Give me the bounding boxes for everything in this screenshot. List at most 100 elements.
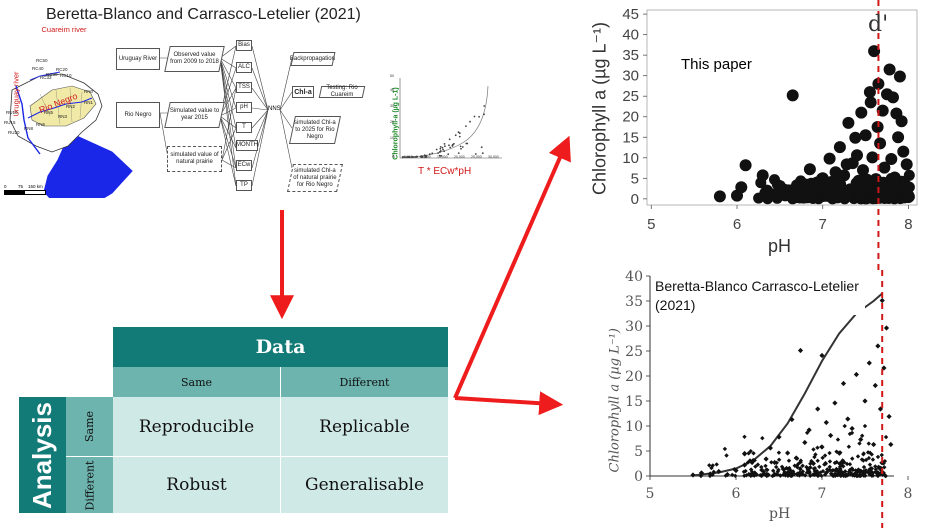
mini-point: [481, 152, 484, 155]
rionegro-basin: [29, 85, 97, 127]
station-label: RN8: [24, 126, 34, 131]
data-point: [885, 153, 898, 165]
data-point: [863, 86, 876, 99]
data-point: [842, 423, 847, 429]
data-point: [864, 96, 877, 109]
data-point: [849, 425, 855, 432]
data-point: [835, 437, 841, 442]
mini-ytick: 40: [390, 88, 394, 92]
data-point: [862, 469, 867, 474]
data-point: [759, 467, 765, 473]
data-point: [760, 435, 765, 441]
chla-box: Chl-a: [292, 86, 314, 98]
y-tick-label: 10: [625, 419, 643, 435]
data-point: [888, 441, 894, 448]
data-point: [892, 131, 905, 144]
data-point: [850, 456, 855, 461]
data-point: [776, 467, 781, 473]
source-title: Beretta-Blanco and Carrasco-Letelier (20…: [46, 6, 361, 23]
y-tick-label: 25: [622, 88, 639, 105]
cell-robust: Robust: [113, 457, 281, 513]
mini-point: [424, 156, 426, 158]
data-point: [895, 115, 908, 128]
data-point: [855, 454, 861, 459]
var-box: ECw: [236, 160, 252, 171]
mini-point: [442, 148, 444, 151]
data-point: [840, 458, 845, 463]
y-tick-label: 0: [634, 469, 643, 485]
data-point: [690, 472, 696, 478]
data-point: [811, 447, 816, 452]
mini-point: [459, 145, 462, 148]
y-tick-label: 45: [622, 6, 639, 23]
data-point: [870, 457, 876, 462]
data-point: [835, 183, 848, 196]
data-point: [854, 470, 859, 475]
data-point: [769, 460, 774, 465]
var-box: Bias: [236, 40, 252, 51]
data-point: [866, 455, 872, 461]
data-point: [855, 106, 868, 119]
mini-scatter-plot: [399, 78, 502, 159]
data-point: [897, 145, 910, 158]
y-tick-label: 20: [625, 369, 643, 385]
cell-replicable: Replicable: [281, 397, 448, 457]
data-point: [812, 465, 818, 471]
data-point: [823, 461, 828, 466]
data-point: [815, 458, 820, 463]
data-point: [776, 457, 782, 462]
mini-point: [444, 145, 446, 148]
x-tick-label: 8: [904, 486, 913, 502]
data-point: [763, 456, 769, 462]
y-tick-label: 35: [622, 47, 639, 64]
var-box: ALC: [236, 62, 252, 73]
data-point: [735, 181, 748, 194]
data-point: [716, 468, 722, 475]
mini-point: [411, 156, 414, 158]
data-point: [862, 398, 868, 404]
data-point: [815, 445, 820, 450]
this-paper-annotation: This paper: [681, 56, 752, 73]
data-point: [862, 423, 868, 429]
station-label: RN1: [84, 100, 94, 105]
data-point: [866, 360, 872, 366]
data-point: [859, 433, 865, 438]
mini-point: [460, 147, 462, 150]
mini-point: [443, 143, 446, 145]
mini-point: [448, 144, 450, 147]
station-label: RC20: [56, 67, 68, 72]
mini-point: [480, 146, 483, 149]
data-point: [819, 352, 825, 359]
data-point: [869, 469, 874, 475]
y-tick-label: 5: [634, 444, 643, 460]
mini-point: [439, 147, 442, 150]
data-point: [698, 473, 704, 479]
data-point: [742, 434, 747, 439]
data-point: [847, 467, 853, 473]
data-point: [879, 452, 884, 458]
data-point: [861, 451, 866, 456]
mini-xtick: 30,000: [488, 155, 499, 159]
station-label: RU15: [4, 120, 16, 125]
mini-point: [420, 155, 423, 157]
x-tick-label: 6: [732, 486, 741, 502]
var-box: MONTH: [236, 140, 258, 151]
var-box: T: [236, 122, 252, 133]
y-tick-label: 30: [625, 319, 643, 335]
mini-xtick: 5,000: [404, 155, 413, 159]
mini-point: [406, 156, 409, 158]
mini-point: [425, 154, 427, 157]
data-point: [832, 400, 838, 406]
data-point: [772, 459, 778, 466]
data-point: [873, 464, 878, 469]
data-point: [742, 450, 748, 457]
mini-ytick: 0: [392, 154, 394, 158]
data-point: [861, 179, 874, 192]
data-point: [866, 151, 879, 164]
data-point: [722, 446, 728, 452]
mini-point: [428, 153, 431, 155]
station-label: RN6: [36, 122, 46, 127]
data-point: [842, 469, 848, 474]
data-point: [774, 464, 779, 470]
